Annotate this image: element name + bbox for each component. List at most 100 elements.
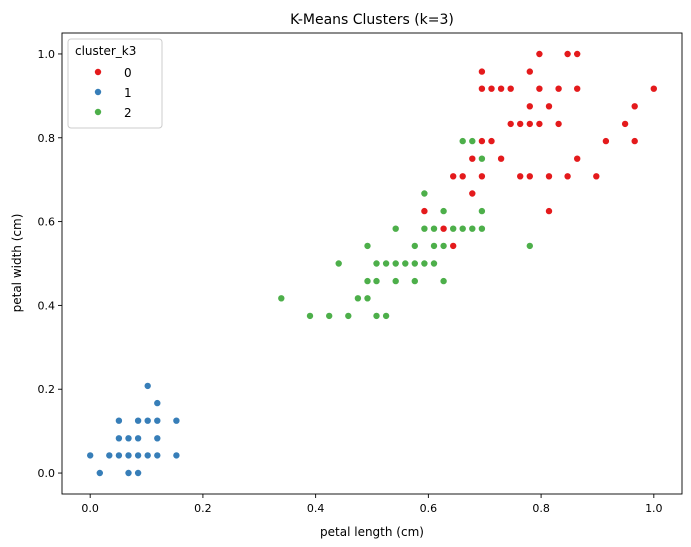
y-tick-label: 0.2	[38, 383, 56, 396]
cluster-1-point	[114, 434, 123, 443]
y-tick-label: 0.0	[38, 467, 56, 480]
cluster-1-point	[153, 416, 162, 425]
legend-title: cluster_k3	[75, 44, 136, 58]
y-tick-label: 0.6	[38, 216, 56, 229]
cluster-2-point	[363, 294, 372, 303]
cluster-0-point	[477, 137, 486, 146]
cluster-1-point	[134, 434, 143, 443]
cluster-2-point	[382, 311, 391, 320]
legend-label-1: 1	[124, 86, 132, 100]
cluster-2-point	[325, 311, 334, 320]
cluster-0-point	[487, 84, 496, 93]
cluster-1-point	[143, 416, 152, 425]
cluster-2-point	[420, 259, 429, 268]
cluster-0-point	[573, 50, 582, 59]
cluster-0-point	[535, 119, 544, 128]
cluster-0-point	[506, 84, 515, 93]
legend-box	[67, 38, 163, 129]
cluster-2-point	[477, 207, 486, 216]
cluster-2-point	[439, 207, 448, 216]
x-tick-label: 0.8	[532, 502, 550, 515]
cluster-0-point	[458, 172, 467, 181]
cluster-2-point	[382, 259, 391, 268]
cluster-1-point	[124, 468, 133, 477]
y-tick-label: 1.0	[38, 48, 56, 61]
cluster-2-point	[363, 241, 372, 250]
legend-marker-1	[94, 88, 103, 97]
cluster-2-point	[477, 154, 486, 163]
y-axis-ticks: 0.0 0.2 0.4 0.6 0.8 1.0	[38, 48, 62, 480]
cluster-2-point	[391, 259, 400, 268]
cluster-0-point	[497, 84, 506, 93]
y-tick-label: 0.8	[38, 132, 56, 145]
cluster-0-point	[468, 189, 477, 198]
cluster-0-point	[525, 119, 534, 128]
cluster-0-point	[477, 84, 486, 93]
cluster-1-point	[134, 416, 143, 425]
cluster-2-point	[449, 224, 458, 233]
x-tick-label: 1.0	[645, 502, 663, 515]
x-tick-label: 0.2	[194, 502, 212, 515]
cluster-1-point	[143, 451, 152, 460]
cluster-1-point	[153, 451, 162, 460]
cluster-2-point	[439, 277, 448, 286]
cluster-1-point	[172, 416, 181, 425]
cluster-2-point	[344, 311, 353, 320]
cluster-0-point	[516, 119, 525, 128]
cluster-1-point	[114, 451, 123, 460]
cluster-0-point	[468, 154, 477, 163]
cluster-2-point	[458, 137, 467, 146]
cluster-2-point	[458, 224, 467, 233]
cluster-2-point	[372, 311, 381, 320]
legend-label-2: 2	[124, 106, 132, 120]
cluster-0-point	[449, 172, 458, 181]
x-axis-ticks: 0.0 0.2 0.4 0.6 0.8 1.0	[81, 494, 663, 515]
points-layer	[86, 50, 658, 477]
cluster-1-point	[172, 451, 181, 460]
cluster-2-point	[401, 259, 410, 268]
cluster-0-point	[449, 241, 458, 250]
cluster-2-point	[391, 224, 400, 233]
cluster-1-point	[95, 468, 104, 477]
x-tick-label: 0.6	[420, 502, 438, 515]
cluster-0-point	[439, 224, 448, 233]
cluster-0-point	[554, 119, 563, 128]
legend: cluster_k3 0 1 2	[67, 38, 163, 129]
legend-marker-2	[94, 108, 103, 117]
cluster-2-point	[439, 241, 448, 250]
cluster-2-point	[353, 294, 362, 303]
cluster-0-point	[554, 84, 563, 93]
cluster-2-point	[429, 224, 438, 233]
cluster-0-point	[477, 67, 486, 76]
cluster-0-point	[506, 119, 515, 128]
cluster-2-point	[525, 241, 534, 250]
cluster-1-point	[114, 416, 123, 425]
cluster-2-point	[391, 277, 400, 286]
cluster-2-point	[429, 241, 438, 250]
cluster-1-point	[153, 434, 162, 443]
cluster-2-point	[420, 189, 429, 198]
cluster-0-point	[545, 102, 554, 111]
cluster-0-point	[525, 67, 534, 76]
cluster-2-point	[468, 137, 477, 146]
cluster-2-point	[305, 311, 314, 320]
cluster-1-point	[134, 451, 143, 460]
x-tick-label: 0.4	[307, 502, 325, 515]
y-tick-label: 0.4	[38, 299, 56, 312]
cluster-1-point	[124, 451, 133, 460]
legend-label-0: 0	[124, 66, 132, 80]
cluster-2-point	[468, 224, 477, 233]
cluster-1-point	[134, 468, 143, 477]
cluster-0-point	[535, 84, 544, 93]
cluster-1-point	[105, 451, 114, 460]
cluster-2-point	[429, 259, 438, 268]
cluster-2-point	[363, 277, 372, 286]
cluster-0-point	[601, 137, 610, 146]
cluster-2-point	[277, 294, 286, 303]
cluster-0-point	[563, 50, 572, 59]
cluster-0-point	[545, 172, 554, 181]
cluster-0-point	[525, 102, 534, 111]
cluster-1-point	[143, 381, 152, 390]
cluster-0-point	[630, 137, 639, 146]
